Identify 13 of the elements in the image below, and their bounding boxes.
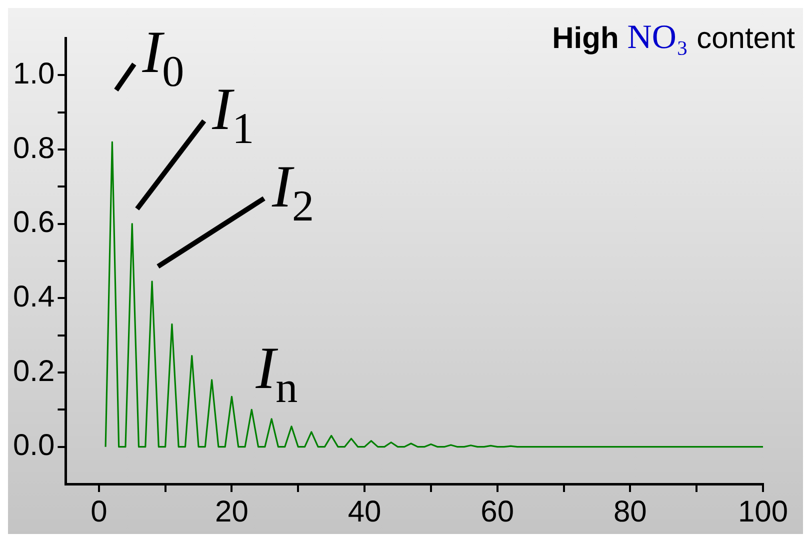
x-tick-label: 60 xyxy=(480,495,514,528)
x-tick-label: 100 xyxy=(738,495,788,528)
chart-title: High NO₃ content xyxy=(552,19,796,56)
y-tick-label: 0.6 xyxy=(12,206,55,240)
x-tick-label: 40 xyxy=(348,495,382,528)
x-tick-label: 80 xyxy=(613,495,647,528)
y-tick-label: 0.2 xyxy=(12,354,55,388)
y-tick-label: 0.0 xyxy=(12,429,55,462)
x-tick-label: 20 xyxy=(215,495,248,528)
x-tick-label: 0 xyxy=(90,495,108,528)
y-tick-label: 1.0 xyxy=(12,57,55,90)
y-tick-label: 0.8 xyxy=(12,132,55,165)
y-tick-label: 0.4 xyxy=(12,280,55,314)
